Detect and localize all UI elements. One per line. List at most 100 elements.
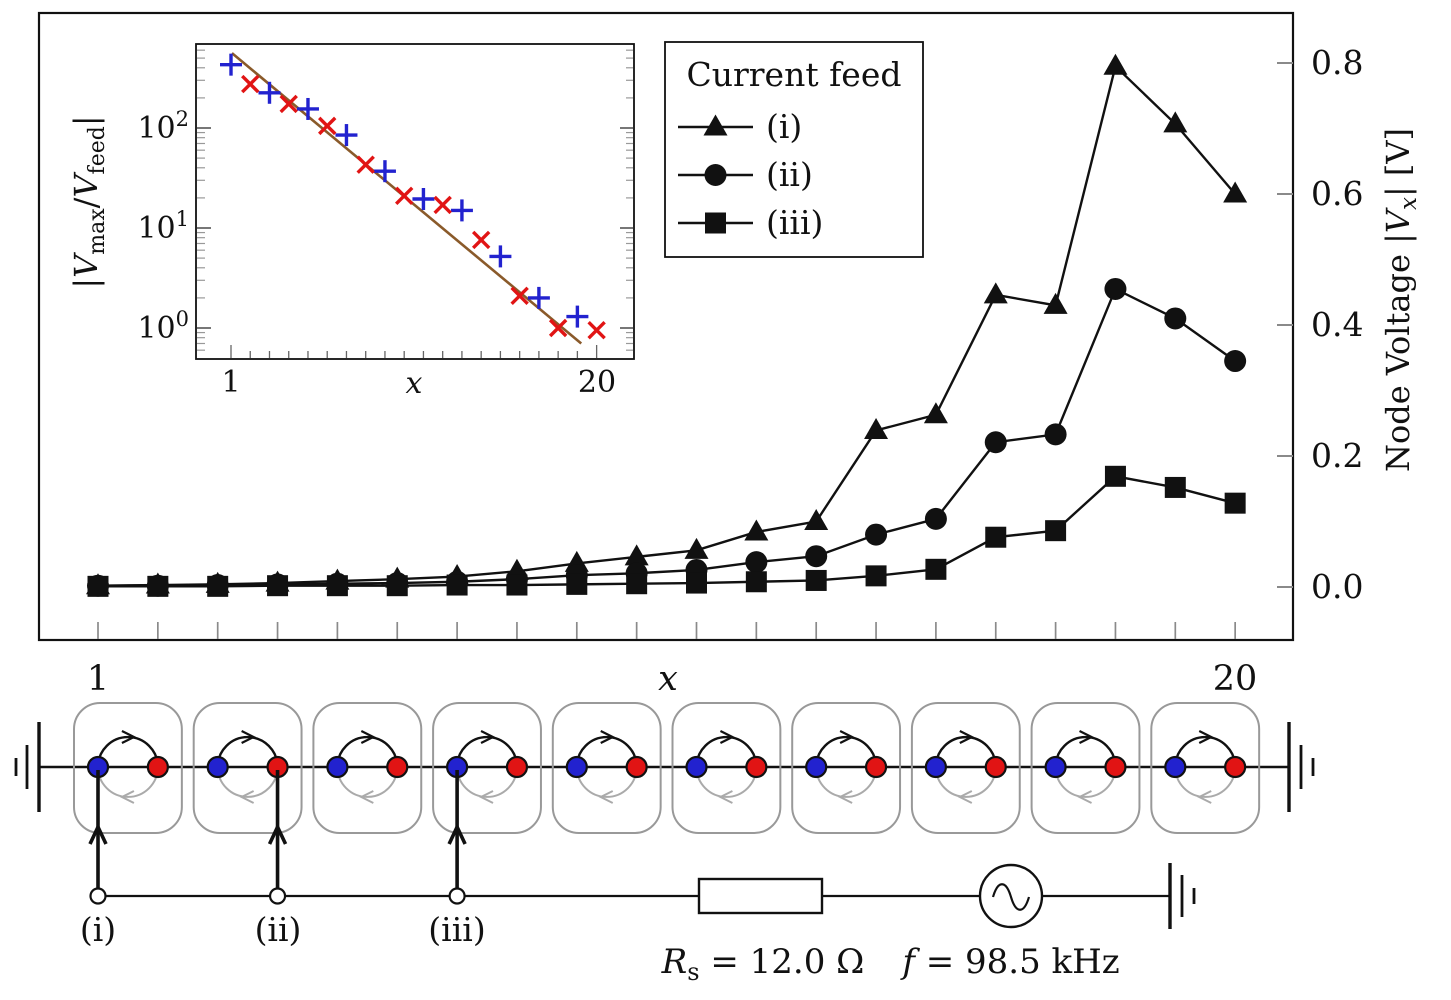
feed-terminal (448, 887, 466, 905)
coupling-arc-top (934, 735, 997, 768)
frequency-value-label: f = 98.5 kHz (899, 942, 1119, 982)
node-odd (924, 755, 948, 779)
coupling-arc-bottom (815, 766, 878, 798)
arrow-right-icon (241, 730, 257, 744)
current-feed-(iii) (447, 770, 467, 905)
node-odd (1164, 755, 1187, 779)
cross-marker (356, 155, 375, 174)
node-even (625, 755, 648, 779)
legend-title: Current feed (687, 55, 902, 94)
cell (312, 702, 423, 834)
coupling-arc-top (216, 735, 279, 768)
arrow-left-icon (119, 790, 135, 804)
main-xaxis-label-x: x (658, 659, 678, 699)
data-point-marker (506, 574, 528, 596)
cross-marker (279, 94, 298, 114)
current-feed-(ii) (267, 770, 288, 905)
cell-border (192, 702, 303, 834)
node-odd (805, 755, 828, 779)
node-even (745, 755, 768, 779)
data-point-marker (924, 507, 947, 530)
right-yaxis-title: Node Voltage |Vx| [V] (1379, 128, 1422, 472)
node-odd (565, 755, 588, 779)
legend-entry-label-ii: (ii) (766, 155, 813, 194)
resistor-value-label: Rs = 12.0 Ω (661, 942, 865, 986)
coupling-arc-bottom (1054, 766, 1117, 798)
arrow-right-icon (1198, 730, 1214, 744)
data-point-marker (326, 575, 348, 597)
arrow-right-icon (121, 730, 137, 744)
data-point-marker (865, 565, 887, 587)
cell (1150, 702, 1261, 834)
data-point-marker (864, 417, 889, 439)
data-point-marker (923, 402, 948, 424)
cell (551, 702, 662, 834)
sine-wave-icon (991, 883, 1031, 911)
cell (1030, 702, 1141, 834)
data-point-marker (745, 551, 768, 574)
main-y-tick-label: 0.0 (1311, 567, 1363, 606)
data-point-marker (87, 575, 109, 597)
main-y-tick-label: 0.8 (1311, 43, 1363, 82)
coupling-arc-top (455, 735, 519, 768)
coupling-arc-top (695, 735, 758, 768)
data-point-marker (745, 571, 767, 593)
coupling-arc-top (96, 735, 160, 768)
data-point-marker (985, 526, 1007, 548)
cross-marker (510, 286, 529, 305)
cross-marker (471, 230, 491, 250)
inset-yaxis-title: |Vmax/Vfeed| (67, 115, 110, 288)
arrow-left-icon (957, 790, 973, 804)
node-odd (206, 755, 229, 779)
feed-terminal (89, 887, 107, 905)
coupling-arc-top (815, 735, 878, 768)
main-y-tick-label: 0.2 (1311, 436, 1363, 475)
node-odd (685, 755, 708, 779)
data-point-marker (624, 544, 649, 566)
inset-xaxis-label-1: 1 (221, 365, 240, 400)
legend-box (664, 41, 924, 258)
feed-label-i: (i) (80, 910, 116, 949)
data-point-marker (1044, 423, 1067, 446)
arrow-left-icon (1077, 790, 1092, 804)
data-point-marker (1224, 350, 1247, 373)
node-even (1104, 755, 1127, 779)
cross-marker (433, 195, 452, 215)
data-point-marker (684, 537, 709, 559)
legend-square-marker (705, 212, 726, 234)
cell (432, 702, 542, 834)
coupling-arc-top (1054, 735, 1117, 768)
cell-border (551, 702, 662, 834)
node-even (1224, 755, 1247, 779)
arrow-left-icon (718, 790, 733, 804)
data-point-marker (804, 509, 829, 530)
data-point-marker (267, 575, 289, 597)
cross-marker (318, 116, 337, 136)
node-even (984, 755, 1007, 779)
coupling-arc-bottom (1174, 766, 1237, 798)
coupling-arc-bottom (456, 766, 518, 798)
node-even (505, 755, 529, 779)
resistor-symbol (697, 877, 824, 915)
cell-border (1030, 702, 1141, 834)
arrow-right-icon (1079, 730, 1094, 744)
current-feed-(i) (88, 770, 108, 905)
cross-marker (587, 321, 606, 340)
data-point-marker (744, 519, 769, 541)
arrow-right-icon (839, 730, 855, 744)
legend-entry-label-i: (i) (766, 107, 802, 146)
cell-border (910, 702, 1021, 834)
coupling-arc-bottom (934, 766, 997, 798)
data-point-marker (925, 558, 947, 580)
data-point-marker (1043, 292, 1068, 314)
data-point-marker (1104, 277, 1127, 300)
cell (791, 702, 902, 834)
coupling-arc-bottom (97, 766, 159, 798)
cross-marker (548, 318, 568, 338)
coupling-arc-bottom (575, 766, 638, 798)
inset-xaxis-label-x: x (406, 366, 423, 401)
node-even (146, 755, 169, 779)
arrow-left-icon (837, 790, 853, 804)
